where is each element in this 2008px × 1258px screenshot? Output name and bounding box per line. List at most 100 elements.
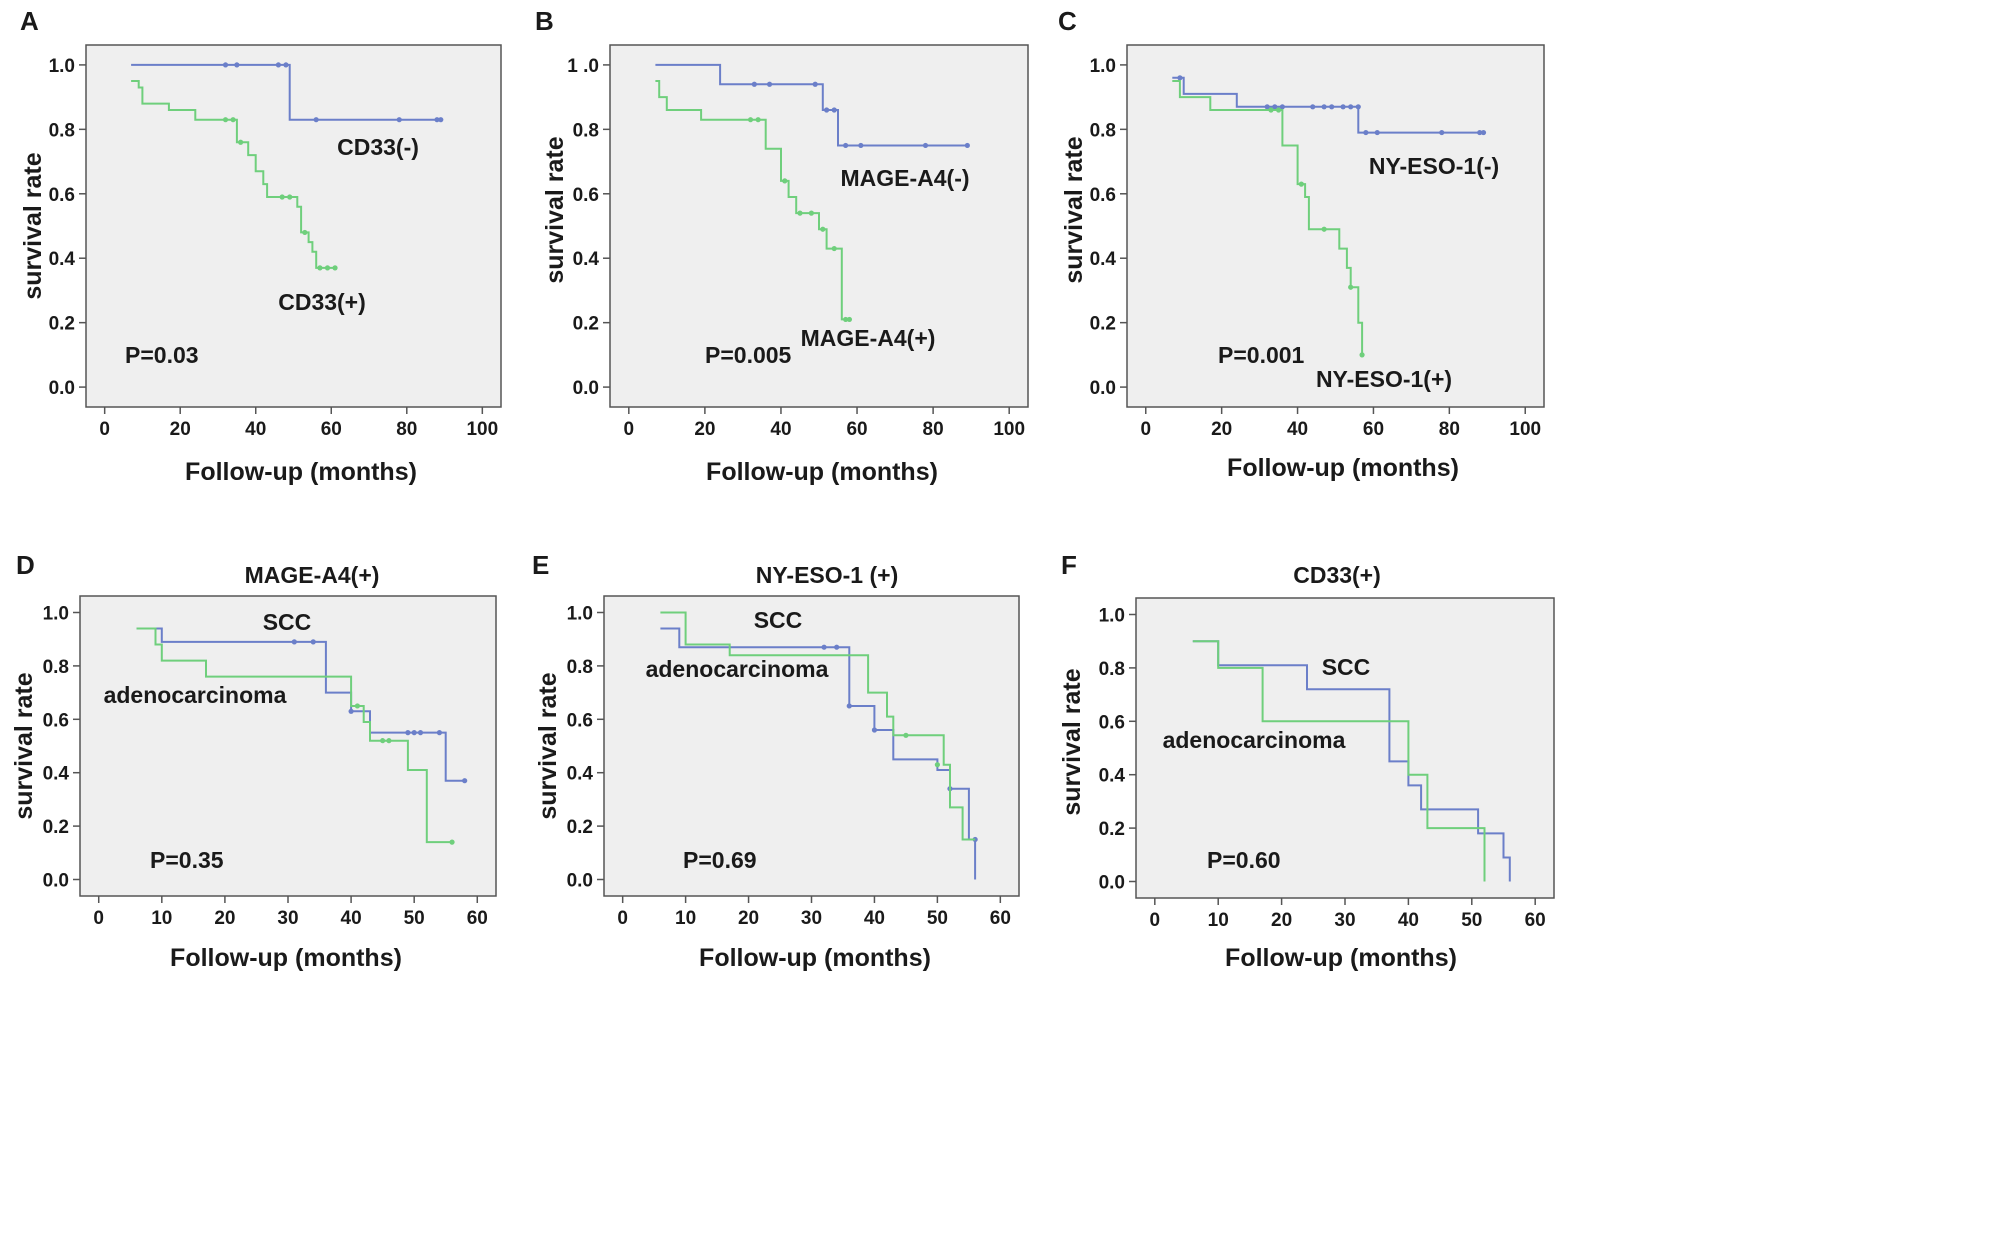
y-tick-label: 0.0 (1090, 378, 1116, 399)
censor-mark (766, 81, 773, 87)
series-negative (655, 63, 970, 149)
censor-mark (1374, 129, 1380, 136)
censor-mark (834, 644, 840, 650)
y-tick-label: 0.0 (573, 378, 599, 399)
x-tick-label: 40 (1398, 910, 1419, 931)
censor-mark (1177, 75, 1183, 81)
x-tick-label: 60 (321, 419, 342, 440)
p-value: P=0.001 (1218, 342, 1305, 368)
censor-mark (283, 62, 289, 68)
y-tick-label: 0.0 (43, 871, 69, 892)
censor-mark (1264, 104, 1270, 110)
panel-title: MAGE-A4(+) (245, 562, 380, 588)
x-tick-label: 40 (341, 908, 362, 929)
survival-curve (655, 63, 968, 147)
censor-mark (820, 226, 826, 232)
x-axis-title: Follow-up (months) (170, 944, 402, 972)
series-label: MAGE-A4(+) (801, 325, 936, 351)
y-axis-title: survival rate (534, 672, 562, 819)
x-axis: 0 20 40 60 80 100 (1140, 407, 1541, 440)
censor-mark (1480, 129, 1487, 136)
survival-curve (660, 611, 976, 841)
x-tick-label: 50 (404, 908, 425, 929)
censor-mark (1310, 104, 1316, 110)
censor-mark (755, 117, 761, 123)
series-label: NY-ESO-1(+) (1316, 366, 1452, 392)
panel-letter: B (535, 6, 554, 36)
x-tick-label: 10 (151, 908, 172, 929)
x-tick-label: 60 (846, 419, 867, 440)
survival-curve (131, 63, 441, 121)
series-label: SCC (263, 609, 312, 635)
censor-mark (238, 139, 244, 145)
censor-mark (821, 644, 827, 650)
y-axis-title: survival rate (1058, 668, 1086, 815)
censor-mark (324, 265, 331, 271)
x-tick-label: 50 (927, 908, 948, 929)
x-tick-label: 100 (993, 419, 1025, 440)
survival-curve (660, 627, 977, 880)
panel-letter: C (1058, 6, 1077, 36)
censor-mark (313, 117, 319, 123)
y-tick-label: 0.6 (573, 185, 599, 206)
panel-c: 0.0 0.2 0.4 0.6 0.8 1.0 0 20 40 60 80 100 Csurvival … (1058, 6, 1545, 482)
censor-mark (230, 117, 236, 123)
x-tick-label: 40 (770, 419, 791, 440)
series-negative (1192, 640, 1511, 882)
censor-mark (436, 730, 443, 736)
y-tick-label: 0.2 (573, 314, 599, 335)
censor-mark (797, 210, 803, 216)
series-positive (1172, 80, 1365, 358)
y-tick-label: 0.6 (1090, 185, 1116, 206)
panel-letter: F (1061, 550, 1077, 580)
series-label: adenocarcinoma (1163, 727, 1346, 753)
x-tick-label: 40 (245, 419, 266, 440)
y-axis-title: survival rate (19, 152, 47, 299)
y-axis: 0.0 0.2 0.4 0.6 0.8 1.0 (567, 604, 604, 892)
censor-mark (405, 730, 411, 736)
panel-d: 0.0 0.2 0.4 0.6 0.8 1.0 0 10 20 30 40 50 60 D MAGE-A4(… (10, 550, 497, 972)
censor-mark (1477, 129, 1483, 136)
x-tick-label: 40 (1287, 419, 1308, 440)
plot-area (1126, 44, 1545, 408)
x-axis: 0 20 40 60 80 100 (624, 407, 1025, 440)
p-value: P=0.69 (683, 847, 757, 873)
censor-mark (1359, 352, 1365, 358)
y-tick-label: 0.4 (49, 249, 76, 270)
y-tick-label: 0.8 (567, 657, 593, 678)
y-tick-label: 1.0 (567, 604, 593, 625)
censor-mark (1348, 284, 1354, 290)
x-tick-label: 60 (1525, 910, 1546, 931)
censor-mark (858, 142, 864, 149)
y-tick-label: 0.4 (567, 764, 594, 785)
y-tick-label: 0.0 (567, 871, 593, 892)
censor-mark (831, 245, 837, 252)
p-value: P=0.03 (125, 342, 199, 368)
y-tick-label: 0.4 (43, 764, 70, 785)
censor-mark (808, 210, 814, 216)
p-value: P=0.60 (1207, 847, 1281, 873)
panel-b: 0.0 0.2 0.4 0.6 0.8 1 .0 0 20 40 60 80 100 Bsurvival… (535, 6, 1029, 486)
y-axis-title: survival rate (541, 136, 569, 283)
y-tick-label: 1.0 (43, 604, 69, 625)
y-tick-label: 0.6 (43, 710, 69, 731)
censor-mark (846, 703, 852, 709)
series-label: MAGE-A4(-) (840, 165, 969, 191)
x-tick-label: 20 (738, 908, 759, 929)
x-tick-label: 0 (617, 908, 628, 929)
y-tick-label: 0.4 (573, 249, 600, 270)
y-tick-label: 0.4 (1090, 249, 1117, 270)
x-tick-label: 20 (694, 419, 715, 440)
censor-mark (434, 117, 440, 123)
y-axis-title: survival rate (10, 672, 38, 819)
censor-mark (317, 265, 323, 271)
censor-mark (302, 229, 308, 236)
panel-letter: D (16, 550, 35, 580)
censor-mark (1272, 104, 1278, 110)
censor-mark (275, 62, 281, 68)
figure: 0.00.20.40.60.81.00 20 40 60 80 100Asurvival … (10, 6, 1555, 972)
censor-mark (972, 836, 978, 843)
y-tick-label: 0.2 (43, 817, 69, 838)
series-label: SCC (754, 607, 803, 633)
censor-mark (1348, 104, 1354, 110)
